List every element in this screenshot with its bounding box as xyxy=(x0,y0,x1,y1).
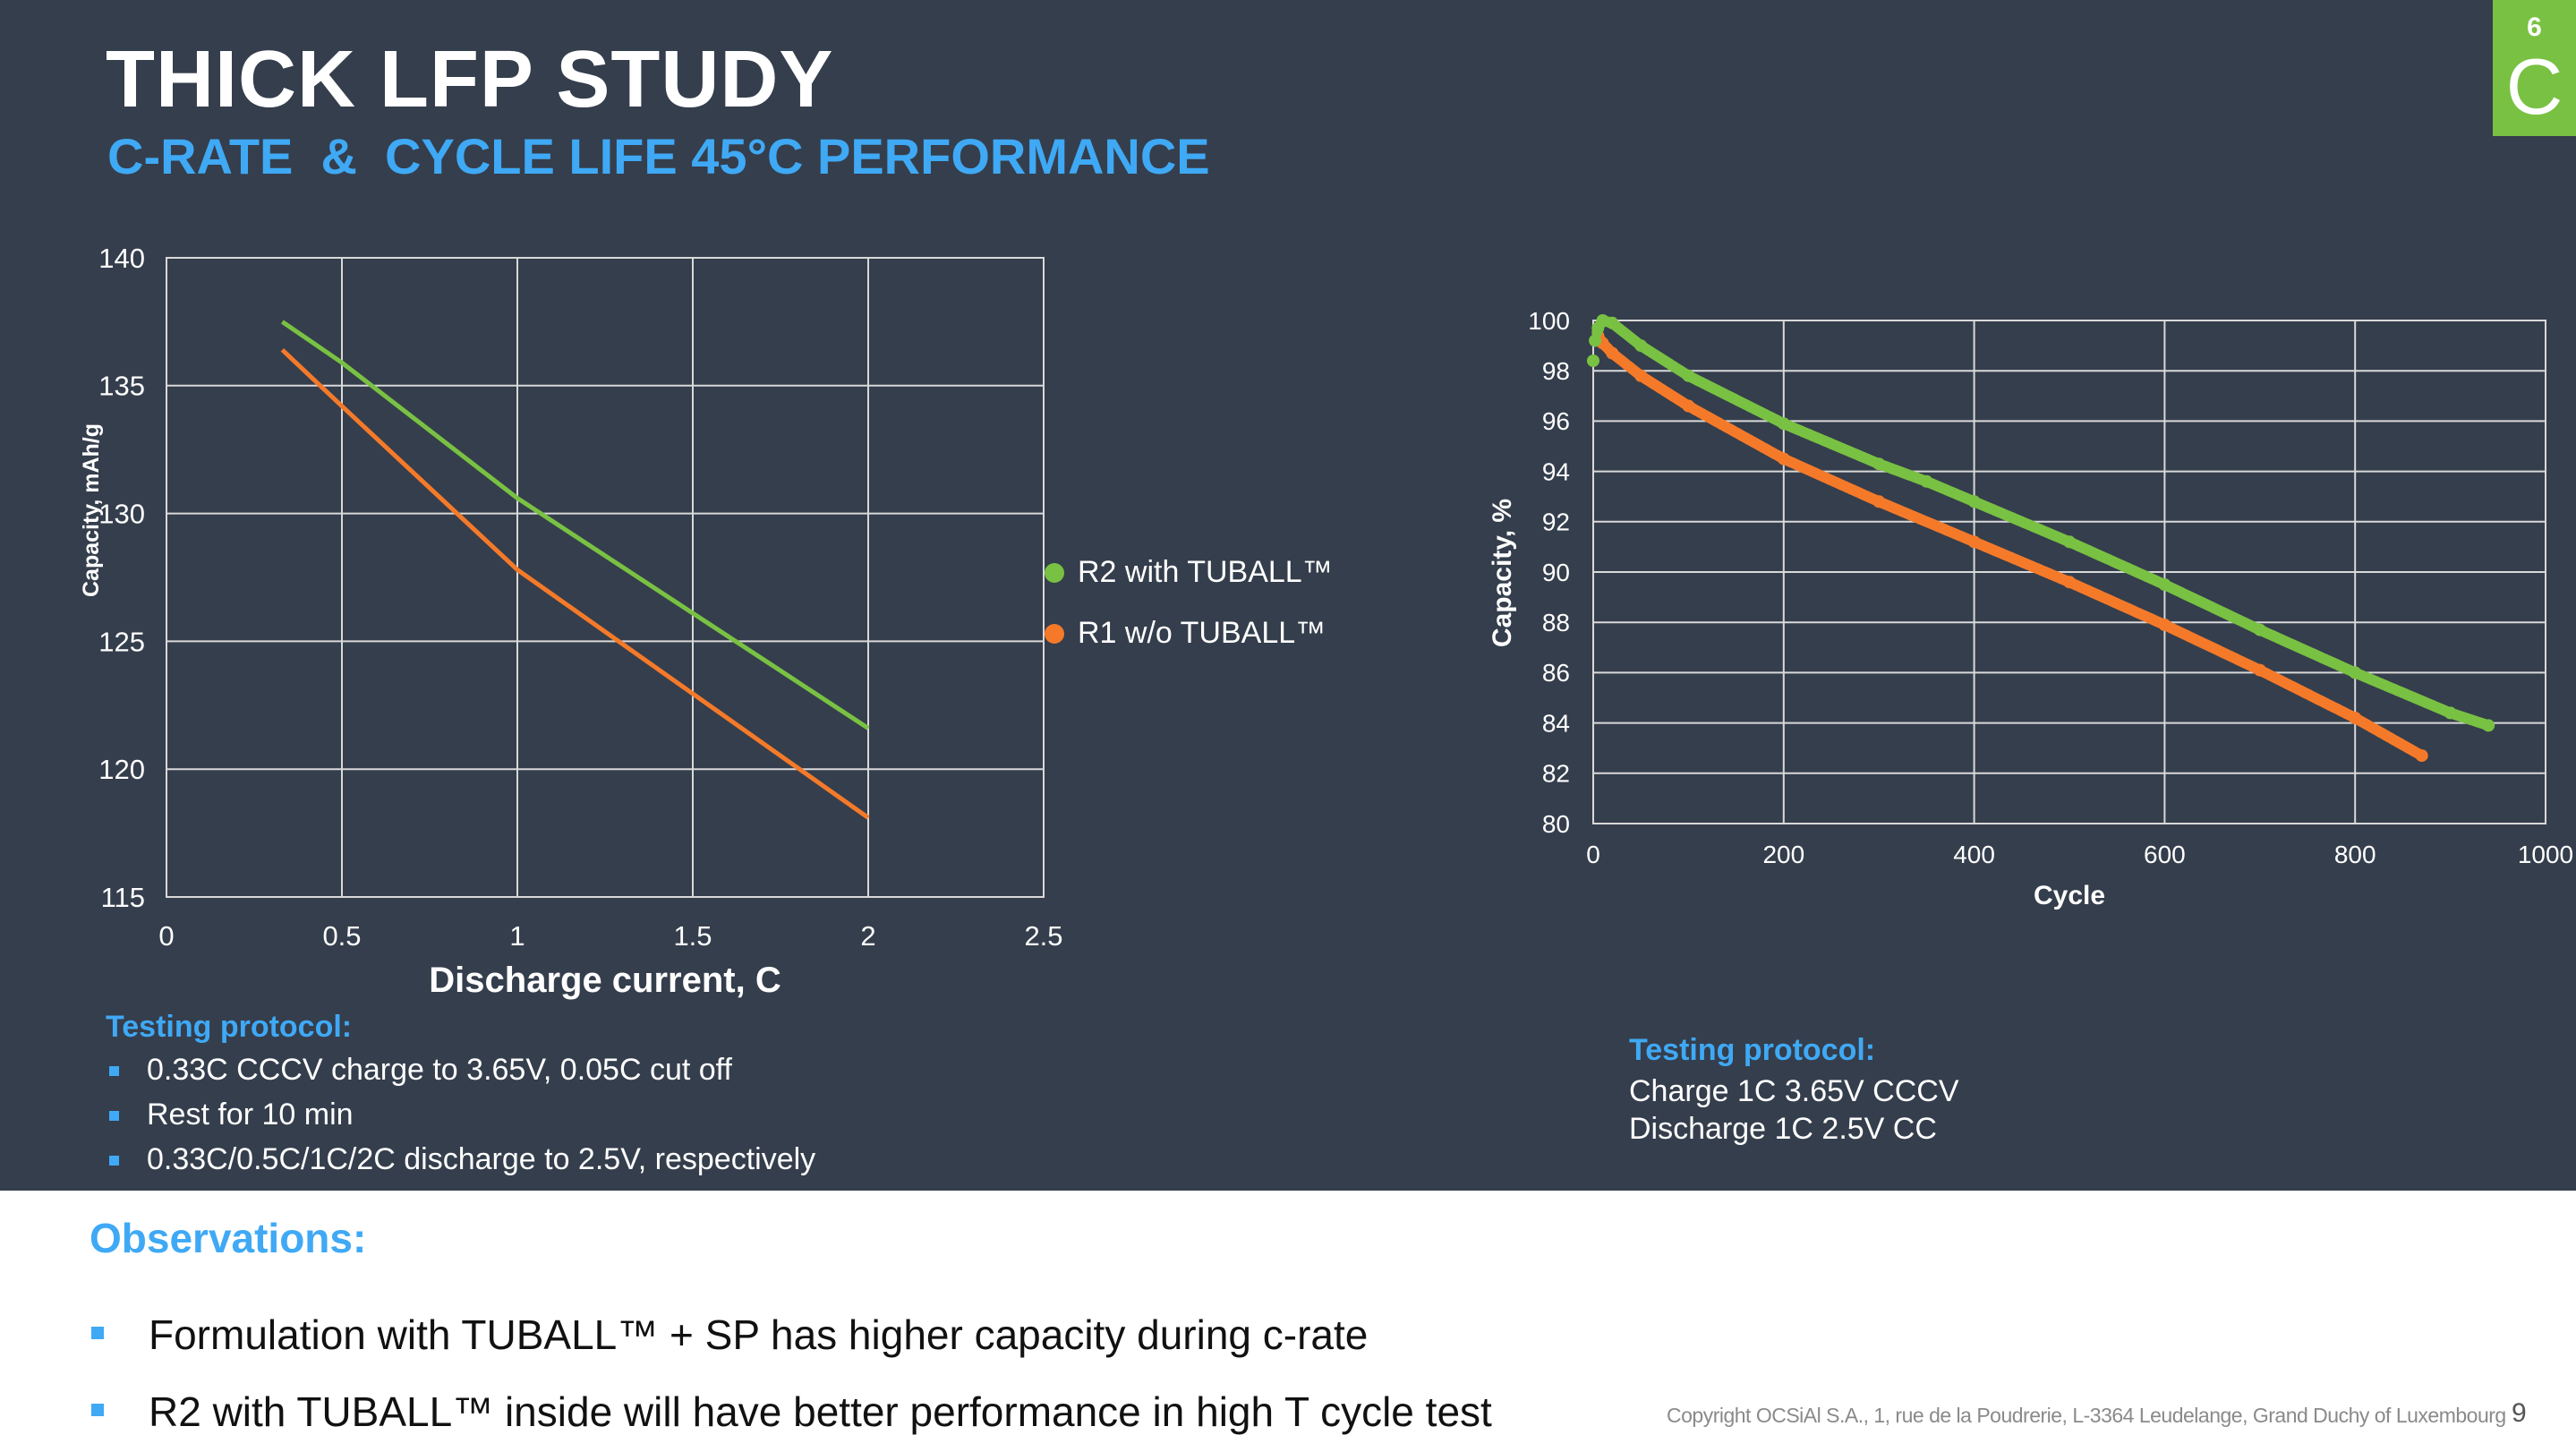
observation-item: R2 with TUBALL™ inside will have better … xyxy=(90,1373,1492,1450)
data-point-r2 xyxy=(1682,369,1695,382)
data-point-r1 xyxy=(1682,399,1695,413)
y-tick-label: 92 xyxy=(1542,508,1570,536)
data-point-r1 xyxy=(2253,663,2266,677)
x-tick-label: 0 xyxy=(1586,841,1600,868)
y-tick-label: 125 xyxy=(98,626,145,657)
data-point-r2 xyxy=(1634,339,1648,353)
x-axis-label-left: Discharge current, C xyxy=(429,961,780,1000)
right-protocol-line: Discharge 1C 2.5V CC xyxy=(1629,1112,1937,1146)
logo-letter: C xyxy=(2505,42,2563,131)
y-tick-label: 98 xyxy=(1542,357,1570,385)
c-rate-chart: 0 0.5 1 1.5 2 2.5 115 120 125 130 135 140 Discharg… xyxy=(79,243,1333,1000)
x-tick-label: 400 xyxy=(1953,841,1995,868)
series-left xyxy=(280,320,870,820)
left-protocol-list: 0.33C CCCV charge to 3.65V, 0.05C cut of… xyxy=(106,1047,815,1182)
data-point-r1 xyxy=(2415,749,2428,763)
left-protocol-item: Rest for 10 min xyxy=(106,1092,815,1137)
y-tick-label: 82 xyxy=(1542,760,1570,788)
data-point-r1 xyxy=(2158,619,2171,631)
x-tick-label: 2.5 xyxy=(1024,920,1062,952)
x-tick-label: 1 xyxy=(509,920,525,952)
series-right xyxy=(1587,314,2495,763)
data-point-r1 xyxy=(1967,535,1981,549)
data-point-r1 xyxy=(1606,346,1619,360)
y-tick-label: 135 xyxy=(98,371,145,402)
data-point-r2 xyxy=(2482,719,2495,732)
y-tick-label: 140 xyxy=(98,243,145,274)
data-point-r2 xyxy=(2349,666,2362,679)
x-axis-label-right: Cycle xyxy=(2034,881,2105,910)
x-ticks-right: 0 200 400 600 800 1000 xyxy=(1586,841,2573,868)
observation-item: Formulation with TUBALL™ + SP has higher… xyxy=(90,1296,1492,1373)
y-axis-label-left: Capacity, mAh/g xyxy=(79,423,104,597)
y-ticks-right: 80 82 84 86 88 90 92 94 96 98 100 xyxy=(1528,307,1570,838)
data-point-r2 xyxy=(1872,457,1886,471)
left-protocol-item: 0.33C/0.5C/1C/2C discharge to 2.5V, resp… xyxy=(106,1137,815,1182)
x-tick-label: 2 xyxy=(860,920,875,952)
data-point-r2 xyxy=(2063,535,2076,549)
slide-background xyxy=(0,0,2576,1191)
y-tick-label: 80 xyxy=(1542,810,1570,838)
data-point-r2 xyxy=(1967,495,1981,508)
right-protocol-line: Charge 1C 3.65V CCCV xyxy=(1629,1074,1959,1108)
data-point-r2 xyxy=(2253,623,2266,636)
right-protocol-text: Charge 1C 3.65V CCCV Discharge 1C 2.5V C… xyxy=(1629,1072,1959,1148)
cycle-life-chart: 0 200 400 600 800 1000 80 82 84 86 88 90 92 94 96 98 10… xyxy=(1488,307,2573,910)
logo-superscript: 6 xyxy=(2527,13,2542,42)
right-protocol-heading: Testing protocol: xyxy=(1629,1033,1876,1067)
y-tick-label: 96 xyxy=(1542,407,1570,435)
y-tick-label: 120 xyxy=(98,754,145,785)
ocsial-logo: 6 C xyxy=(2493,0,2576,136)
data-point-r2 xyxy=(1589,334,1602,347)
left-protocol-heading: Testing protocol: xyxy=(106,1010,353,1044)
data-point-r1 xyxy=(1634,369,1648,382)
legend-label-r1: R1 w/o TUBALL™ xyxy=(1078,616,1326,650)
y-tick-label: 90 xyxy=(1542,559,1570,586)
y-tick-label: 100 xyxy=(1528,307,1570,335)
x-tick-label: 800 xyxy=(2334,841,2376,868)
slide-subtitle: C-RATE & CYCLE LIFE 45°C PERFORMANCE xyxy=(107,128,1210,184)
y-tick-label: 86 xyxy=(1542,659,1570,687)
page-number: 9 xyxy=(2512,1398,2527,1428)
data-point-r2 xyxy=(1587,354,1599,367)
data-point-r2 xyxy=(1596,314,1609,327)
plot-area-right xyxy=(1592,320,2546,824)
x-ticks-left: 0 0.5 1 1.5 2 2.5 xyxy=(158,920,1062,952)
data-point-r2 xyxy=(1920,474,1933,488)
legend-marker-r1 xyxy=(1045,624,1064,644)
x-tick-label: 1.5 xyxy=(673,920,712,952)
observations-list: Formulation with TUBALL™ + SP has higher… xyxy=(90,1296,1492,1450)
data-point-r2 xyxy=(1777,417,1790,431)
data-point-r2 xyxy=(2444,706,2457,720)
legend-marker-r2 xyxy=(1045,563,1064,583)
x-tick-label: 0 xyxy=(158,920,174,952)
data-point-r1 xyxy=(1777,452,1790,465)
x-tick-label: 600 xyxy=(2144,841,2186,868)
x-tick-label: 1000 xyxy=(2518,841,2573,868)
slide-title: THICK LFP STUDY xyxy=(106,35,834,124)
data-point-r2 xyxy=(1606,316,1619,329)
data-point-r2 xyxy=(2158,578,2171,591)
y-tick-label: 84 xyxy=(1542,709,1570,737)
x-tick-label: 200 xyxy=(1762,841,1804,868)
x-tick-label: 0.5 xyxy=(322,920,361,952)
left-protocol-item: 0.33C CCCV charge to 3.65V, 0.05C cut of… xyxy=(106,1047,815,1092)
plot-area-left xyxy=(166,257,1045,898)
observations-heading: Observations: xyxy=(90,1215,367,1261)
y-tick-label: 115 xyxy=(101,882,145,913)
y-tick-label: 88 xyxy=(1542,609,1570,636)
y-ticks-left: 115 120 125 130 135 140 xyxy=(98,243,145,913)
data-point-r1 xyxy=(1872,495,1886,508)
legend-label-r2: R2 with TUBALL™ xyxy=(1078,555,1333,589)
series-line-r1 xyxy=(280,347,870,820)
data-point-r1 xyxy=(2349,712,2362,724)
copyright-notice: Copyright OCSiAl S.A., 1, rue de la Poud… xyxy=(1667,1404,2506,1427)
y-tick-label: 94 xyxy=(1542,457,1570,485)
legend-left: R2 with TUBALL™ R1 w/o TUBALL™ xyxy=(1045,555,1333,650)
data-point-r1 xyxy=(2063,576,2076,589)
y-tick-label: 130 xyxy=(98,498,145,529)
y-axis-label-right: Capacity, % xyxy=(1488,499,1517,647)
series-line-r2 xyxy=(280,320,870,730)
